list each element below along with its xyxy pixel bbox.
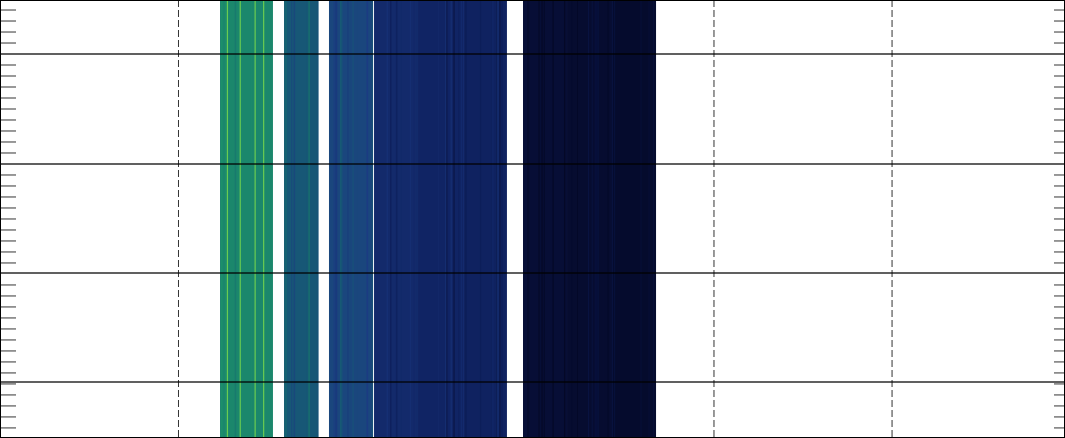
- heatmap-stripe: [225, 0, 227, 438]
- axis-ticks: [0, 9, 1065, 429]
- heatmap-stripe: [340, 0, 342, 438]
- heatmap-stripe: [445, 0, 448, 438]
- heatmap-stripe: [607, 0, 609, 438]
- heatmap-stripe: [528, 0, 530, 438]
- heatmap-stripe: [413, 0, 415, 438]
- heatmap-stripe: [577, 0, 578, 438]
- heatmap-bright-stripe: [263, 0, 265, 438]
- heatmap-stripe: [602, 0, 604, 438]
- heatmap-stripe: [347, 0, 349, 438]
- heatmap-stripe: [293, 0, 296, 438]
- heatmap-stripe: [464, 0, 467, 438]
- heatmap-stripe: [523, 0, 525, 438]
- heatmap-stripe: [458, 0, 460, 438]
- heatmap-stripe: [371, 0, 374, 438]
- heatmap-stripe: [613, 0, 615, 438]
- heatmap-stripe: [595, 0, 597, 438]
- heatmap-stripe: [491, 0, 494, 438]
- heatmap-bright-stripe: [226, 0, 229, 438]
- heatmap-stripe: [538, 0, 541, 438]
- heatmap-stripe: [527, 0, 529, 438]
- heatmap-stripe: [563, 0, 564, 438]
- heatmap-bands: [220, 0, 657, 438]
- heatmap-stripe: [234, 0, 237, 438]
- heatmap-stripe: [445, 0, 447, 438]
- heatmap-stripe: [390, 0, 392, 438]
- heatmap-band: [284, 0, 319, 438]
- heatmap-stripe: [571, 0, 573, 438]
- heatmap-stripe: [461, 0, 462, 438]
- heatmap-stripe: [453, 0, 455, 438]
- heatmap-stripe: [648, 0, 650, 438]
- heatmap-stripe: [341, 0, 343, 438]
- heatmap-stripe: [450, 0, 452, 438]
- heatmap-stripe: [591, 0, 593, 438]
- heatmap-band: [523, 0, 567, 438]
- heatmap-bright-stripe: [239, 0, 241, 438]
- heatmap-stripe: [479, 0, 482, 438]
- heatmap-stripe: [497, 0, 499, 438]
- heatmap-stripe: [409, 0, 411, 438]
- heatmap-stripe: [366, 0, 369, 438]
- heatmap-stripe: [597, 0, 599, 438]
- heatmap-stripe: [462, 0, 465, 438]
- heatmap-stripe: [284, 0, 287, 438]
- heatmap-stripe: [306, 0, 309, 438]
- heatmap-stripe: [541, 0, 544, 438]
- heatmap-stripe: [395, 0, 397, 438]
- heatmap-stripe: [349, 0, 351, 438]
- heatmap-stripe: [563, 0, 566, 438]
- heatmap-stripe: [501, 0, 503, 438]
- heatmap-stripe: [400, 0, 402, 438]
- heatmap-stripe: [386, 0, 388, 438]
- heatmap-stripe: [416, 0, 419, 438]
- heatmap-stripe: [499, 0, 501, 438]
- heatmap-stripe: [449, 0, 451, 438]
- heatmap-stripe: [640, 0, 642, 438]
- heatmap-stripe: [543, 0, 545, 438]
- heatmap-stripe: [308, 0, 310, 438]
- heatmap-stripe: [395, 0, 398, 438]
- heatmap-stripe: [653, 0, 654, 438]
- heatmap-stripe: [593, 0, 595, 438]
- heatmap-stripe: [241, 0, 243, 438]
- heatmap-stripe: [316, 0, 319, 438]
- heatmap-stripe: [221, 0, 223, 438]
- heatmap-stripe: [437, 0, 439, 438]
- heatmap-stripe: [291, 0, 293, 438]
- heatmap-stripe: [588, 0, 590, 438]
- heatmap-stripe: [352, 0, 354, 438]
- heatmap-stripe: [250, 0, 253, 438]
- heatmap-band: [418, 0, 465, 438]
- heatmap-stripe: [333, 0, 335, 438]
- heatmap-stripe: [611, 0, 613, 438]
- heatmap-bright-stripe: [254, 0, 256, 438]
- heatmap-stripe: [335, 0, 338, 438]
- heatmap-stripe: [356, 0, 358, 438]
- heatmap-stripe: [552, 0, 554, 438]
